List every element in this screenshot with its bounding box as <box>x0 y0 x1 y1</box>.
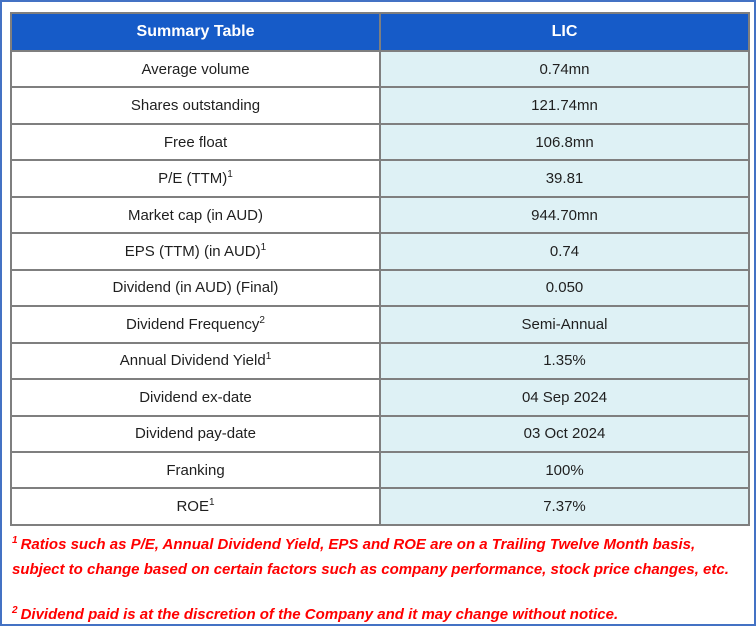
footnote-2: 2 Dividend paid is at the discretion of t… <box>12 602 748 624</box>
table-row: ROE1 7.37% <box>10 487 750 526</box>
metric-value: Semi-Annual <box>379 305 750 344</box>
footnote-ref: 2 <box>259 314 265 326</box>
footnotes-section: 1 Ratios such as P/E, Annual Dividend Yie… <box>12 532 748 624</box>
metric-value: 0.050 <box>379 268 750 308</box>
footnote-1: 1 Ratios such as P/E, Annual Dividend Yie… <box>12 532 748 582</box>
metric-label: Annual Dividend Yield1 <box>10 341 381 381</box>
metric-label: Free float <box>10 122 381 162</box>
table-row: P/E (TTM)1 39.81 <box>10 159 750 198</box>
table-row: Shares outstanding 121.74mn <box>10 86 750 125</box>
footnote-ref: 1 <box>208 497 215 509</box>
metric-label: Market cap (in AUD) <box>10 195 381 235</box>
table-row: Dividend (in AUD) (Final) 0.050 <box>10 268 750 308</box>
metric-value: 1.35% <box>379 341 750 381</box>
table-row: Annual Dividend Yield1 1.35% <box>10 341 750 381</box>
table-header-row: Summary Table LIC <box>10 12 750 52</box>
footnote-1-text: Ratios such as P/E, Annual Dividend Yiel… <box>12 536 729 578</box>
metric-value: 0.74mn <box>379 49 750 89</box>
header-summary-table: Summary Table <box>10 12 381 52</box>
footnote-ref: 1 <box>260 241 267 253</box>
table-row: Franking 100% <box>10 450 750 490</box>
metric-value: 121.74mn <box>379 86 750 125</box>
metric-label: ROE1 <box>10 487 381 526</box>
metric-label: EPS (TTM) (in AUD)1 <box>10 232 381 271</box>
table-row: Average volume 0.74mn <box>10 49 750 89</box>
metric-value: 7.37% <box>379 487 750 526</box>
summary-table: Summary Table LIC Average volume 0.74mn Sh… <box>10 12 750 526</box>
metric-label: Shares outstanding <box>10 86 381 125</box>
metric-label: Dividend (in AUD) (Final) <box>10 268 381 308</box>
table-row: Free float 106.8mn <box>10 122 750 162</box>
footnote-ref: 1 <box>265 351 272 363</box>
metric-label: Dividend ex-date <box>10 378 381 417</box>
metric-label: Franking <box>10 450 381 490</box>
metric-value: 100% <box>379 450 750 490</box>
table-row: EPS (TTM) (in AUD)1 0.74 <box>10 232 750 271</box>
header-lic: LIC <box>379 12 750 52</box>
metric-value: 04 Sep 2024 <box>379 378 750 417</box>
footnote-2-marker: 2 <box>12 605 18 616</box>
metric-value: 0.74 <box>379 232 750 271</box>
metric-value: 106.8mn <box>379 122 750 162</box>
table-row: Market cap (in AUD) 944.70mn <box>10 195 750 235</box>
metric-label: P/E (TTM)1 <box>10 159 381 198</box>
summary-table-body: Average volume 0.74mn Shares outstanding 12… <box>10 49 750 526</box>
metric-label: Average volume <box>10 49 381 89</box>
metric-value: 03 Oct 2024 <box>379 414 750 453</box>
footnote-1-marker: 1 <box>12 535 18 546</box>
footnote-2-text: Dividend paid is at the discretion of th… <box>20 606 619 623</box>
metric-label: Dividend pay-date <box>10 414 381 453</box>
metric-label: Dividend Frequency2 <box>10 305 381 344</box>
metric-value: 944.70mn <box>379 195 750 235</box>
table-row: Dividend pay-date 03 Oct 2024 <box>10 414 750 453</box>
metric-value: 39.81 <box>379 159 750 198</box>
footnote-ref: 1 <box>227 169 233 181</box>
table-row: Dividend ex-date 04 Sep 2024 <box>10 378 750 417</box>
table-row: Dividend Frequency2 Semi-Annual <box>10 305 750 344</box>
